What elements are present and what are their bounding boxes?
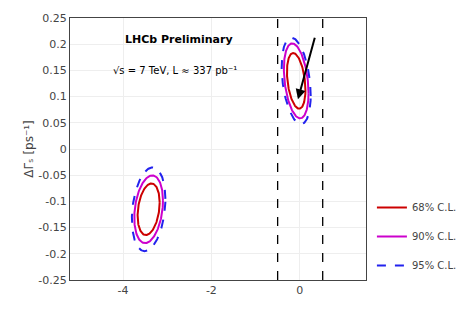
svg-text:-0.1: -0.1 <box>45 195 66 208</box>
svg-text:0.05: 0.05 <box>42 117 67 130</box>
svg-text:-0.25: -0.25 <box>38 274 66 287</box>
svg-text:95% C.L.: 95% C.L. <box>412 260 456 271</box>
svg-text:0: 0 <box>296 284 303 297</box>
svg-text:-0.2: -0.2 <box>45 248 66 261</box>
svg-text:-0.05: -0.05 <box>38 169 66 182</box>
svg-text:0.15: 0.15 <box>42 64 67 77</box>
svg-text:90% C.L.: 90% C.L. <box>412 231 456 242</box>
svg-text:-4: -4 <box>118 284 129 297</box>
svg-text:0.2: 0.2 <box>49 38 67 51</box>
svg-text:0: 0 <box>60 143 67 156</box>
svg-text:0.1: 0.1 <box>49 90 67 103</box>
svg-text:ΔΓₛ [ps⁻¹]: ΔΓₛ [ps⁻¹] <box>22 120 36 178</box>
svg-text:√s = 7 TeV, L ≈ 337 pb⁻¹: √s = 7 TeV, L ≈ 337 pb⁻¹ <box>113 65 237 76</box>
svg-text:-0.15: -0.15 <box>38 221 66 234</box>
svg-text:68% C.L.: 68% C.L. <box>412 202 456 213</box>
svg-text:-2: -2 <box>206 284 217 297</box>
svg-text:LHCb Preliminary: LHCb Preliminary <box>125 33 233 46</box>
svg-text:0.25: 0.25 <box>42 12 67 25</box>
